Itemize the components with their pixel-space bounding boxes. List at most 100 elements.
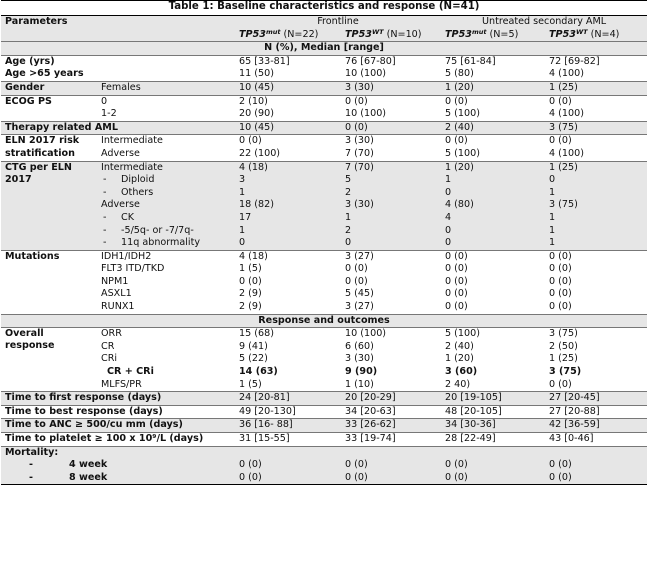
table-row: - Others 1 2 0 1	[1, 186, 648, 200]
table-row: ASXL1 2 (9) 5 (45) 0 (0) 0 (0)	[1, 288, 647, 301]
sub-label: Diploid	[121, 174, 155, 186]
sub-parameter: - 11q abnormality	[97, 237, 235, 251]
gene-status: WT	[575, 28, 588, 36]
value-cell: 0 (0)	[235, 471, 341, 486]
sub-label: CR	[101, 340, 115, 352]
sub-parameter: RUNX1	[97, 301, 235, 314]
table-row: Adverse 18 (82) 3 (30) 4 (80) 3 (75)	[1, 199, 648, 212]
value-cell: 1 (25)	[549, 353, 578, 365]
parameter: Age >65 years	[1, 68, 235, 81]
dash: -	[29, 459, 33, 471]
parameter: - 8 week	[1, 471, 235, 486]
value-cell: 1	[341, 211, 441, 225]
table-body: Table 1: Baseline characteristics and re…	[1, 0, 648, 486]
value-cell: 17	[235, 211, 341, 225]
dash: -	[103, 174, 107, 186]
value-cell: 9 (41)	[239, 340, 268, 352]
value-cell: 33 [26-62]	[341, 418, 441, 433]
value-cell: 0 (0)	[341, 94, 441, 109]
value-cell: 3 (60)	[445, 366, 478, 378]
parameter: Time to ANC ≥ 500/cu mm (days)	[1, 418, 235, 433]
column-header: TP53WT (N=4)	[545, 28, 648, 42]
value-cell: 0 (0)	[235, 459, 341, 472]
table-row: Gender Females 10 (45) 3 (30) 1 (20) 1 (25)	[1, 80, 648, 96]
parameter-label: Time to first response (days)	[5, 392, 162, 404]
table-row: - -5/5q- or -7/7q- 1 2 0 1	[1, 224, 648, 238]
value-cell: 3 (30)	[341, 80, 441, 96]
dash: -	[103, 211, 107, 223]
value-cell: 75 [61-84]	[441, 54, 545, 69]
sub-label: MLFS/PR	[101, 378, 142, 390]
value-cell: 10 (100)	[345, 68, 387, 80]
parameter: Gender	[1, 80, 97, 96]
column-header: TP53mut (N=5)	[441, 28, 545, 42]
section-label: Response and outcomes	[1, 313, 648, 328]
sub-label: ORR	[101, 328, 122, 340]
value-cell: 36 [16- 88]	[235, 418, 341, 433]
table-row: Therapy related AML 10 (45) 0 (0) 2 (40) 3 (…	[1, 120, 648, 135]
value-cell: 4 (80)	[441, 199, 545, 212]
value-cell: 76 [67-80]	[341, 54, 441, 69]
value-cell: 0	[441, 186, 545, 200]
subheader-row: TP53mut (N=22) TP53WT (N=10) TP53mut (N=5)…	[1, 28, 648, 42]
sub-parameter: - CK	[97, 211, 235, 225]
title-row: Table 1: Baseline characteristics and re…	[1, 0, 648, 16]
value-cell: 0 (0)	[341, 459, 441, 472]
gene-name: TP53mut	[445, 28, 487, 40]
sub-parameter: Females	[97, 80, 235, 96]
value-cell: 5 (80)	[445, 68, 474, 80]
value-cell: 0 (0)	[235, 134, 341, 148]
column-count: (N=4)	[590, 28, 620, 40]
sub-label: Intermediate	[101, 135, 163, 147]
value-cell: 0 (0)	[345, 263, 368, 275]
value-cell: 5	[341, 174, 441, 187]
value-cell: 2 (50)	[549, 340, 578, 352]
table-row: Adverse 22 (100) 7 (70) 5 (100) 4 (100)	[1, 148, 647, 161]
value-cell: 22 (100)	[239, 147, 281, 159]
value-cell: 4 (18)	[235, 249, 341, 264]
header-row: Parameters Frontline Untreated secondary…	[1, 15, 648, 29]
sub-label: ASXL1	[101, 288, 132, 300]
value-cell: 1	[545, 211, 648, 225]
column-count: (N=5)	[489, 28, 519, 40]
value-cell: 5 (45)	[345, 288, 374, 300]
value-cell: 7 (70)	[341, 160, 441, 175]
table-row: Time to first response (days) 24 [20-81] 2…	[1, 391, 648, 406]
value-cell: 0 (0)	[341, 120, 441, 135]
sub-label: CK	[121, 211, 134, 223]
value-cell: 0 (0)	[445, 275, 468, 287]
value-cell: 0 (0)	[549, 301, 572, 313]
value-cell: 18 (82)	[235, 199, 341, 212]
value-cell: 1	[545, 224, 648, 238]
value-cell: 1 (20)	[445, 353, 474, 365]
sub-label: FLT3 ITD/TKD	[101, 263, 165, 275]
table-row: CTG per ELN 2017 Intermediate 4 (18) 7 (70)…	[1, 160, 648, 251]
value-cell: 1 (20)	[441, 160, 545, 175]
table-row: MLFS/PR 1 (5) 1 (10) 2 40) 0 (0)	[1, 379, 647, 392]
value-cell: 4 (18)	[235, 160, 341, 175]
value-cell: 0 (0)	[441, 471, 545, 486]
table-row: Overall response ORR 15 (68) 10 (100) 5 (100…	[1, 327, 648, 392]
sub-parameter: 1-2	[97, 108, 235, 121]
value-cell: 24 [20-81]	[235, 391, 341, 406]
sub-parameter: CRi	[97, 353, 235, 366]
value-cell: 5 (100)	[445, 147, 480, 159]
sub-parameter: Adverse	[97, 199, 235, 212]
value-cell: 4 (100)	[549, 147, 584, 159]
value-cell: 0 (0)	[441, 94, 545, 109]
sub-label: Adverse	[101, 147, 140, 159]
sub-label: 0	[101, 95, 108, 107]
value-cell: 20 [19-105]	[441, 391, 545, 406]
value-cell: 1 (5)	[239, 378, 262, 390]
value-cell: 0 (0)	[545, 249, 648, 264]
parameters-header: Parameters	[1, 15, 235, 29]
value-cell: 0 (0)	[441, 134, 545, 148]
value-cell: 49 [20-130]	[235, 404, 341, 419]
value-cell: 2 (40)	[445, 340, 474, 352]
parameter-label: Age >65 years	[5, 68, 84, 80]
table-row: -4 week 0 (0) 0 (0) 0 (0) 0 (0)	[1, 459, 648, 472]
parameter: Mortality:	[1, 445, 235, 460]
section-row: N (%), Median [range]	[1, 41, 648, 56]
value-cell: 2 (9)	[239, 301, 262, 313]
